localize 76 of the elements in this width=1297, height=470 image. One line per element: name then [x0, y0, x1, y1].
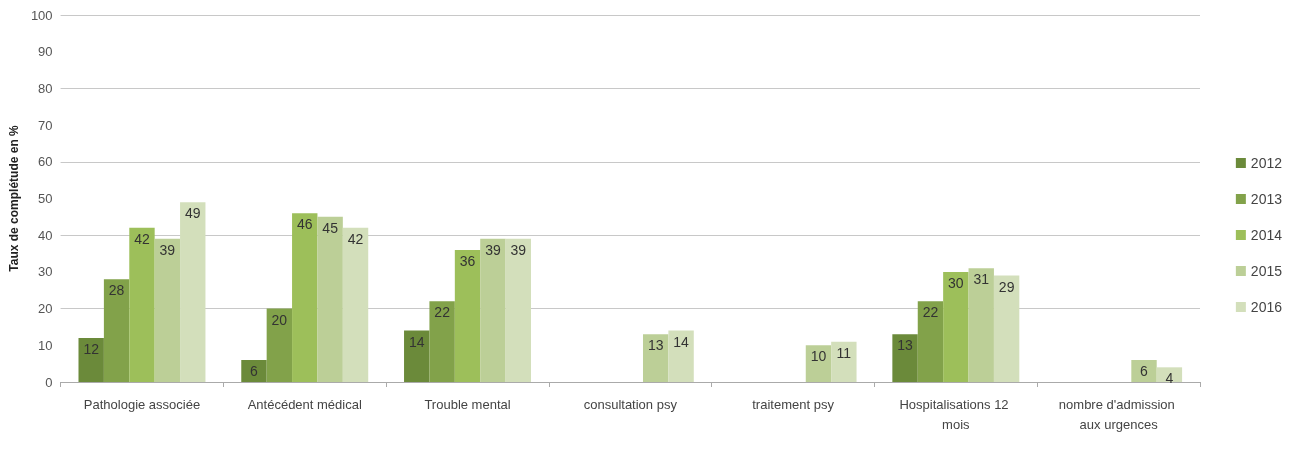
data-label: 14: [408, 333, 425, 350]
bar: [831, 341, 857, 382]
bar: [154, 238, 181, 382]
data-label: 31: [973, 271, 990, 288]
bar: [266, 308, 293, 382]
bar: [993, 275, 1020, 382]
data-label: 29: [998, 278, 1015, 295]
bar: [1131, 359, 1157, 382]
legend-label: 2016: [1250, 299, 1283, 315]
data-label: 45: [322, 219, 339, 236]
bar: [943, 271, 969, 382]
data-label: 42: [134, 230, 150, 247]
y-tick-label: 60: [38, 154, 53, 170]
x-tick-label: Trouble mental: [424, 396, 511, 412]
y-tick-label: 90: [38, 44, 53, 60]
data-label: 20: [271, 311, 288, 328]
y-tick-label: 80: [38, 80, 53, 96]
bar: [317, 216, 343, 382]
bar: [917, 301, 944, 382]
bar: [292, 213, 318, 382]
y-tick-label: 20: [38, 301, 53, 317]
bar: [103, 279, 130, 382]
data-label: 13: [647, 337, 664, 354]
legend-label: 2013: [1250, 191, 1283, 207]
data-label: 39: [485, 241, 501, 258]
bar: [805, 345, 832, 382]
x-tick-label: Pathologie associée: [83, 396, 201, 412]
y-tick-label: 50: [38, 191, 53, 206]
x-tick-label: Hospitalisations 12 mois: [899, 396, 1013, 432]
bar: [404, 330, 430, 382]
data-label: 12: [83, 340, 100, 357]
data-label: 6: [1140, 362, 1149, 379]
bar: [429, 301, 455, 382]
x-tick-label: Antécédent médical: [247, 396, 362, 412]
x-tick-label: consultation psy: [583, 396, 678, 412]
data-label: 11: [836, 344, 852, 361]
y-tick-label: 70: [38, 117, 53, 133]
data-label: 6: [250, 362, 259, 379]
data-label: 30: [948, 274, 964, 291]
data-label: 13: [897, 337, 914, 354]
data-label: 14: [673, 333, 690, 350]
data-label: 42: [347, 230, 364, 247]
data-label: 39: [159, 241, 176, 258]
x-tick-label: traitement psy: [752, 396, 835, 412]
y-tick-label: 0: [45, 374, 53, 390]
bar: [241, 359, 267, 382]
data-label: 46: [296, 216, 313, 233]
y-tick-label: 100: [30, 7, 53, 23]
data-label: 10: [810, 348, 827, 365]
bar: [968, 268, 994, 382]
bar: [1156, 367, 1183, 382]
legend-label: 2015: [1250, 263, 1283, 279]
data-label: 22: [434, 304, 451, 321]
y-tick-label: 30: [38, 264, 53, 280]
data-label: 4: [1165, 370, 1174, 387]
data-label: 28: [108, 282, 125, 299]
y-tick-label: 10: [38, 337, 53, 353]
bar: [78, 337, 104, 382]
bar: [480, 238, 506, 382]
y-axis-title: Taux de complétude en %: [7, 124, 21, 272]
data-label: 22: [922, 304, 939, 321]
bar: [180, 202, 206, 382]
data-label: 49: [184, 205, 201, 222]
x-tick-label: nombre d'admission aux urgences: [1058, 396, 1179, 432]
bar: [892, 334, 918, 382]
bar: [505, 238, 531, 382]
bar: [668, 330, 694, 382]
bar: [642, 334, 669, 382]
bar: [454, 249, 481, 382]
data-label: 36: [459, 252, 476, 269]
legend-label: 2012: [1250, 155, 1283, 171]
bar: [342, 227, 369, 382]
bar: [129, 227, 155, 382]
legend-label: 2014: [1250, 227, 1283, 243]
data-label: 39: [510, 241, 527, 258]
y-tick-label: 40: [38, 227, 53, 243]
